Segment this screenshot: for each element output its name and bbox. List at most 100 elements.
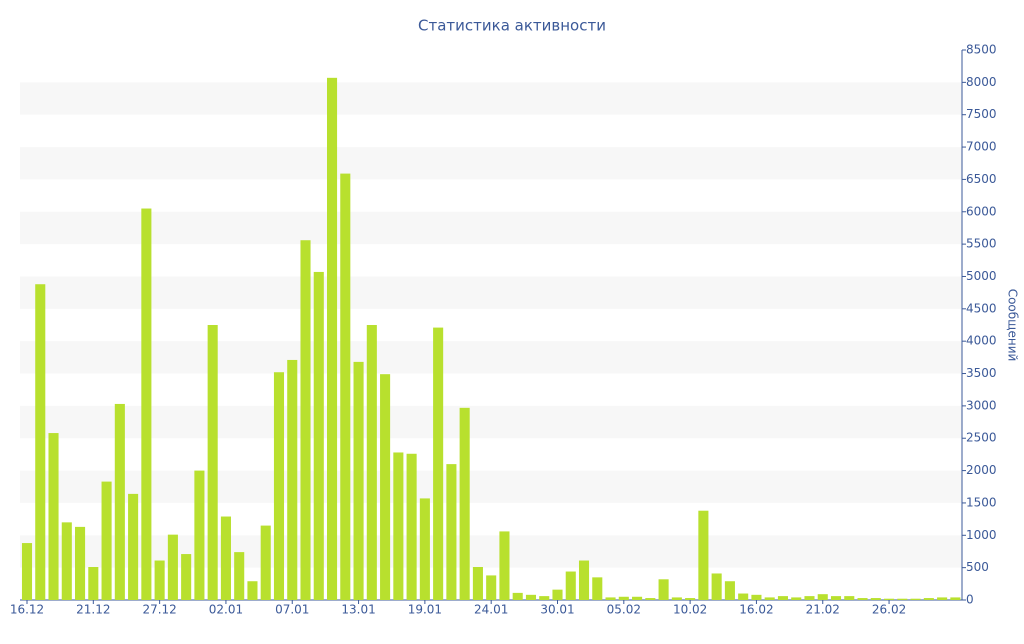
bar bbox=[923, 598, 934, 600]
bar bbox=[406, 453, 417, 600]
y-tick-label: 5500 bbox=[966, 237, 997, 251]
bar bbox=[247, 581, 258, 600]
y-axis-label: Сообщений bbox=[1006, 289, 1020, 362]
bar bbox=[539, 596, 550, 600]
bar bbox=[88, 567, 99, 600]
bar bbox=[35, 284, 46, 600]
y-tick-label: 3000 bbox=[966, 398, 997, 412]
bar bbox=[791, 597, 802, 600]
bar bbox=[141, 208, 152, 600]
x-tick-label: 19.01 bbox=[408, 603, 442, 617]
grid-band bbox=[20, 470, 962, 503]
bar bbox=[565, 571, 576, 600]
bar bbox=[260, 525, 271, 600]
bar bbox=[711, 573, 722, 600]
bar bbox=[154, 560, 165, 600]
bar bbox=[777, 596, 788, 600]
bar bbox=[884, 598, 895, 600]
y-tick-label: 6500 bbox=[966, 172, 997, 186]
y-tick-label: 0 bbox=[966, 593, 974, 607]
bar bbox=[671, 597, 682, 600]
y-tick-label: 4000 bbox=[966, 334, 997, 348]
bar bbox=[605, 597, 616, 600]
y-tick-label: 3500 bbox=[966, 366, 997, 380]
bar bbox=[353, 361, 364, 600]
x-tick-label: 30.01 bbox=[540, 603, 574, 617]
bar bbox=[433, 327, 444, 600]
grid-band bbox=[20, 341, 962, 374]
bar bbox=[287, 359, 298, 600]
x-tick-label: 24.01 bbox=[474, 603, 508, 617]
bar bbox=[207, 325, 218, 600]
bar bbox=[313, 271, 324, 600]
bar bbox=[273, 372, 285, 600]
bar bbox=[181, 554, 192, 600]
y-tick-label: 4500 bbox=[966, 301, 997, 315]
bar bbox=[128, 493, 139, 600]
x-tick-label: 05.02 bbox=[607, 603, 641, 617]
bar bbox=[844, 596, 855, 600]
bar bbox=[724, 581, 735, 600]
x-tick-label: 26.02 bbox=[872, 603, 906, 617]
bar bbox=[632, 596, 643, 600]
bar bbox=[937, 597, 948, 600]
bar bbox=[592, 577, 603, 600]
x-tick-label: 10.02 bbox=[673, 603, 707, 617]
grid-band bbox=[20, 405, 962, 439]
bar bbox=[512, 592, 523, 600]
bar bbox=[61, 522, 72, 600]
chart-title: Статистика активности bbox=[418, 17, 606, 35]
y-tick-label: 1000 bbox=[966, 528, 997, 542]
x-tick-label: 16.02 bbox=[739, 603, 773, 617]
bar bbox=[220, 516, 231, 600]
bar bbox=[618, 596, 629, 600]
bar bbox=[897, 598, 908, 600]
bar bbox=[804, 596, 815, 600]
x-tick-label: 27.12 bbox=[142, 603, 176, 617]
y-tick-label: 2000 bbox=[966, 463, 997, 477]
bar bbox=[419, 498, 430, 600]
bar bbox=[300, 240, 311, 600]
x-tick-label: 07.01 bbox=[275, 603, 309, 617]
bar bbox=[21, 543, 33, 600]
y-tick-label: 500 bbox=[966, 560, 989, 574]
bar bbox=[472, 567, 483, 600]
bar bbox=[114, 403, 125, 600]
bar bbox=[194, 470, 205, 600]
grid-band bbox=[20, 276, 962, 309]
bar bbox=[857, 598, 868, 600]
bar bbox=[75, 526, 86, 600]
bar bbox=[459, 407, 470, 600]
bar bbox=[499, 531, 510, 600]
y-tick-label: 6000 bbox=[966, 204, 997, 218]
bar bbox=[486, 575, 497, 600]
grid-band bbox=[20, 147, 962, 180]
bar bbox=[48, 433, 59, 600]
y-tick-label: 5000 bbox=[966, 269, 997, 283]
grid-band bbox=[20, 211, 962, 245]
y-tick-label: 8500 bbox=[966, 43, 997, 57]
bar bbox=[751, 594, 762, 600]
y-tick-label: 7000 bbox=[966, 140, 997, 154]
x-tick-label: 13.01 bbox=[341, 603, 375, 617]
bar bbox=[366, 325, 377, 600]
bar bbox=[340, 173, 351, 600]
x-tick-label: 21.02 bbox=[806, 603, 840, 617]
y-tick-label: 7500 bbox=[966, 107, 997, 121]
y-tick-label: 8000 bbox=[966, 75, 997, 89]
y-tick-label: 2500 bbox=[966, 431, 997, 445]
bar bbox=[698, 510, 709, 600]
bar bbox=[525, 594, 537, 600]
bar bbox=[393, 452, 404, 600]
bar bbox=[817, 594, 828, 600]
bar bbox=[167, 534, 178, 600]
bar bbox=[685, 598, 696, 600]
bar bbox=[234, 552, 245, 600]
x-tick-label: 02.01 bbox=[209, 603, 243, 617]
bar bbox=[830, 596, 842, 600]
bar bbox=[326, 77, 338, 600]
bar bbox=[552, 589, 563, 600]
x-tick-label: 21.12 bbox=[76, 603, 110, 617]
bar bbox=[950, 597, 961, 600]
